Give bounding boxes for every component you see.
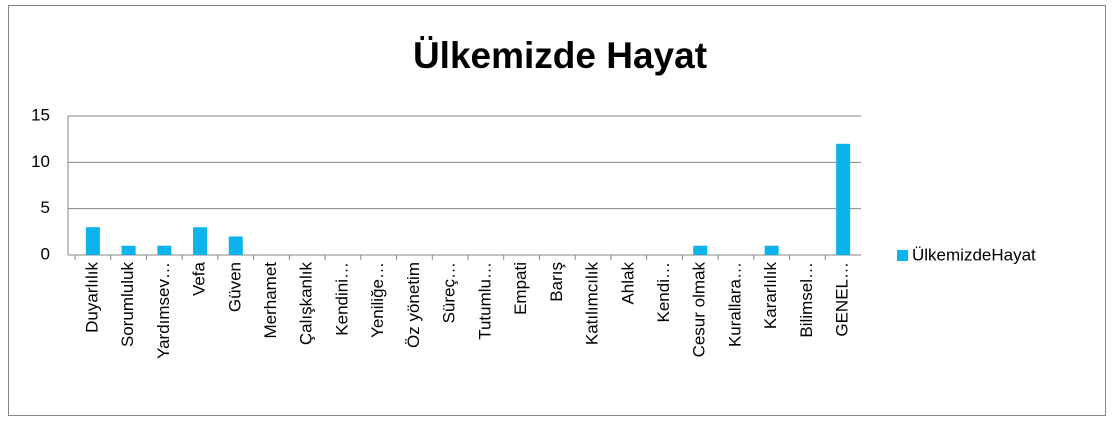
bar bbox=[693, 245, 708, 255]
bar bbox=[836, 143, 851, 255]
x-tick-label: Kendi… bbox=[654, 262, 673, 322]
x-tick-label: Kurallara… bbox=[725, 262, 744, 347]
bar bbox=[764, 245, 779, 255]
x-tick-label: Yardımsev… bbox=[154, 262, 173, 359]
legend-label: ÜlkemizdeHayat bbox=[912, 245, 1036, 264]
y-tick-label: 10 bbox=[31, 152, 50, 171]
x-tick-label: Tutumlu… bbox=[475, 262, 494, 340]
bar bbox=[121, 245, 136, 255]
chart-title: Ülkemizde Hayat bbox=[413, 35, 707, 76]
x-tick-label: Öz yönetim bbox=[404, 262, 423, 348]
x-tick-label: Katılımcılık bbox=[583, 262, 602, 346]
x-tick-label: GENEL… bbox=[833, 262, 852, 337]
bar bbox=[193, 227, 208, 255]
x-tick-label: Yeniliğe… bbox=[368, 262, 387, 338]
x-tick-label: Ahlak bbox=[618, 262, 637, 305]
x-tick-label: Empati bbox=[511, 262, 530, 315]
y-tick-label: 15 bbox=[31, 105, 50, 124]
x-tick-label: Süreç… bbox=[440, 262, 459, 323]
x-tick-label: Barış bbox=[547, 262, 566, 302]
chart-border bbox=[8, 5, 1106, 416]
y-tick-label: 0 bbox=[41, 244, 50, 263]
bar bbox=[157, 245, 172, 255]
legend-swatch bbox=[897, 250, 908, 261]
x-tick-label: Merhamet bbox=[261, 262, 280, 339]
x-tick-label: Sorumluluk bbox=[118, 262, 137, 348]
x-tick-label: Çalışkanlık bbox=[297, 262, 316, 346]
bar bbox=[85, 227, 100, 255]
x-tick-label: Bilimsel… bbox=[797, 262, 816, 338]
x-tick-label: Cesur olmak bbox=[690, 262, 709, 358]
x-tick-label: Vefa bbox=[190, 261, 209, 296]
x-tick-label: Kararlılık bbox=[761, 262, 780, 330]
bar bbox=[228, 236, 243, 255]
y-tick-label: 5 bbox=[41, 198, 50, 217]
x-tick-label: Kendini… bbox=[332, 262, 351, 336]
x-tick-label: Duyarlılık bbox=[82, 262, 101, 333]
x-tick-label: Güven bbox=[225, 262, 244, 312]
